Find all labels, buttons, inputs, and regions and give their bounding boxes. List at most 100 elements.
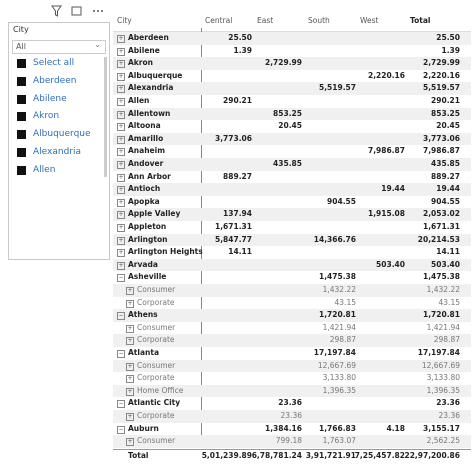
checkbox[interactable] xyxy=(17,130,26,140)
row-label: Corporate xyxy=(137,335,175,345)
cell-value: 2,562.25 xyxy=(426,436,460,446)
total-value: 6,78,781.24 xyxy=(251,450,302,460)
row-label: Corporate xyxy=(137,411,175,420)
slicer-dropdown[interactable]: All ⌄ xyxy=(12,40,106,54)
row-label: Allen xyxy=(128,96,150,105)
expand-icon[interactable]: − xyxy=(117,400,125,409)
row-label: Abilene xyxy=(128,45,160,55)
cell-value: 17,197.84 xyxy=(313,348,356,357)
cell-value: 5,519.57 xyxy=(318,83,356,93)
row-label: Corporate xyxy=(137,297,175,307)
expand-icon[interactable]: + xyxy=(117,135,125,144)
expand-icon[interactable]: + xyxy=(117,110,125,119)
focus-icon[interactable] xyxy=(71,6,82,16)
row-label: Anaheim xyxy=(128,146,166,156)
cell-value: 904.55 xyxy=(431,196,460,206)
expand-icon[interactable]: + xyxy=(117,161,125,169)
expand-icon[interactable]: + xyxy=(117,148,125,157)
checkbox[interactable] xyxy=(17,94,26,104)
expand-icon[interactable]: + xyxy=(126,287,134,295)
expand-icon[interactable]: + xyxy=(117,198,125,207)
expand-icon[interactable]: + xyxy=(126,375,134,384)
cell-value: 1,396.35 xyxy=(322,385,356,395)
expand-icon[interactable]: + xyxy=(126,413,134,421)
expand-icon[interactable]: + xyxy=(126,362,134,371)
row-label: Allentown xyxy=(128,108,171,118)
slicer-item: Akron xyxy=(33,111,60,122)
scrollbar xyxy=(104,57,107,177)
expand-icon[interactable]: + xyxy=(126,337,134,346)
expand-icon[interactable]: + xyxy=(117,173,125,182)
cell-value: 20.45 xyxy=(278,121,302,131)
row-label: Atlantic City xyxy=(128,398,181,408)
expand-icon[interactable]: + xyxy=(117,261,125,270)
expand-icon[interactable]: + xyxy=(117,186,125,195)
cell-value: 1,396.35 xyxy=(426,385,460,395)
row-label: Andover xyxy=(128,159,164,168)
more-icon[interactable] xyxy=(93,10,95,12)
row-label: Amarillo xyxy=(128,133,164,143)
cell-value: 7,986.87 xyxy=(422,146,460,156)
row-background xyxy=(113,132,471,146)
cell-value: 503.40 xyxy=(431,259,460,269)
total-value: 7,25,457.82 xyxy=(354,450,405,460)
more-icon xyxy=(101,10,103,12)
row-background xyxy=(113,258,471,272)
expand-icon[interactable]: + xyxy=(117,236,125,245)
cell-value: 1,766.83 xyxy=(318,423,356,433)
expand-icon[interactable]: + xyxy=(126,324,134,333)
row-background xyxy=(113,359,471,373)
column-header: Total xyxy=(410,16,431,25)
cell-value: 2,220.16 xyxy=(422,70,460,80)
slicer-item: Abilene xyxy=(33,93,67,104)
cell-value: 12,667.69 xyxy=(317,360,356,370)
total-value: 5,01,239.89 xyxy=(201,450,252,460)
expand-icon[interactable]: + xyxy=(117,211,125,220)
cell-value: 503.40 xyxy=(376,259,405,269)
expand-icon[interactable]: + xyxy=(117,85,125,94)
expand-icon[interactable]: + xyxy=(117,47,125,56)
cell-value: 2,729.99 xyxy=(264,58,302,68)
cell-value: 19.44 xyxy=(381,184,405,194)
slicer-item: Select all xyxy=(33,58,75,68)
cell-value: 14.11 xyxy=(436,247,460,257)
expand-icon[interactable]: − xyxy=(117,350,125,358)
cell-value: 137.94 xyxy=(223,209,252,219)
checkbox[interactable] xyxy=(17,76,26,86)
cell-value: 20.45 xyxy=(436,121,460,131)
row-background xyxy=(113,107,471,121)
expand-icon[interactable]: + xyxy=(126,438,134,447)
expand-icon[interactable]: − xyxy=(117,425,125,434)
expand-icon[interactable]: + xyxy=(126,299,134,308)
cell-value: 1.39 xyxy=(233,45,252,55)
row-label: Antioch xyxy=(128,184,161,194)
row-label: Apple Valley xyxy=(128,209,181,219)
checkbox[interactable] xyxy=(17,112,26,122)
slicer-search: All xyxy=(16,42,26,51)
expand-icon[interactable]: + xyxy=(117,224,125,232)
expand-icon[interactable]: − xyxy=(117,312,125,321)
cell-value: 3,133.80 xyxy=(322,373,356,383)
checkbox[interactable] xyxy=(17,165,26,175)
expand-icon[interactable]: − xyxy=(117,274,125,283)
expand-icon[interactable]: + xyxy=(117,72,125,81)
row-background xyxy=(113,334,471,347)
cell-value: 1.39 xyxy=(441,45,460,55)
expand-icon[interactable]: + xyxy=(117,60,125,69)
expand-icon[interactable]: + xyxy=(117,123,125,132)
checkbox[interactable] xyxy=(17,148,26,157)
cell-value: 298.87 xyxy=(329,335,356,345)
row-label: Aberdeen xyxy=(128,33,169,42)
row-label: Alexandria xyxy=(128,83,174,93)
expand-icon[interactable]: + xyxy=(117,98,125,106)
cell-value: 3,155.17 xyxy=(422,423,460,433)
cell-value: 904.55 xyxy=(327,196,356,206)
expand-icon[interactable]: + xyxy=(126,387,134,396)
expand-icon[interactable]: + xyxy=(117,35,125,43)
page: City All ⌄ Select all Aberdeen Abilene Akro… xyxy=(8,5,471,460)
expand-icon[interactable]: + xyxy=(117,249,125,258)
filter-icon[interactable] xyxy=(51,5,62,17)
row-label: Albuquerque xyxy=(128,70,183,80)
checkbox[interactable] xyxy=(17,59,26,68)
cell-value: 43.15 xyxy=(438,297,460,307)
